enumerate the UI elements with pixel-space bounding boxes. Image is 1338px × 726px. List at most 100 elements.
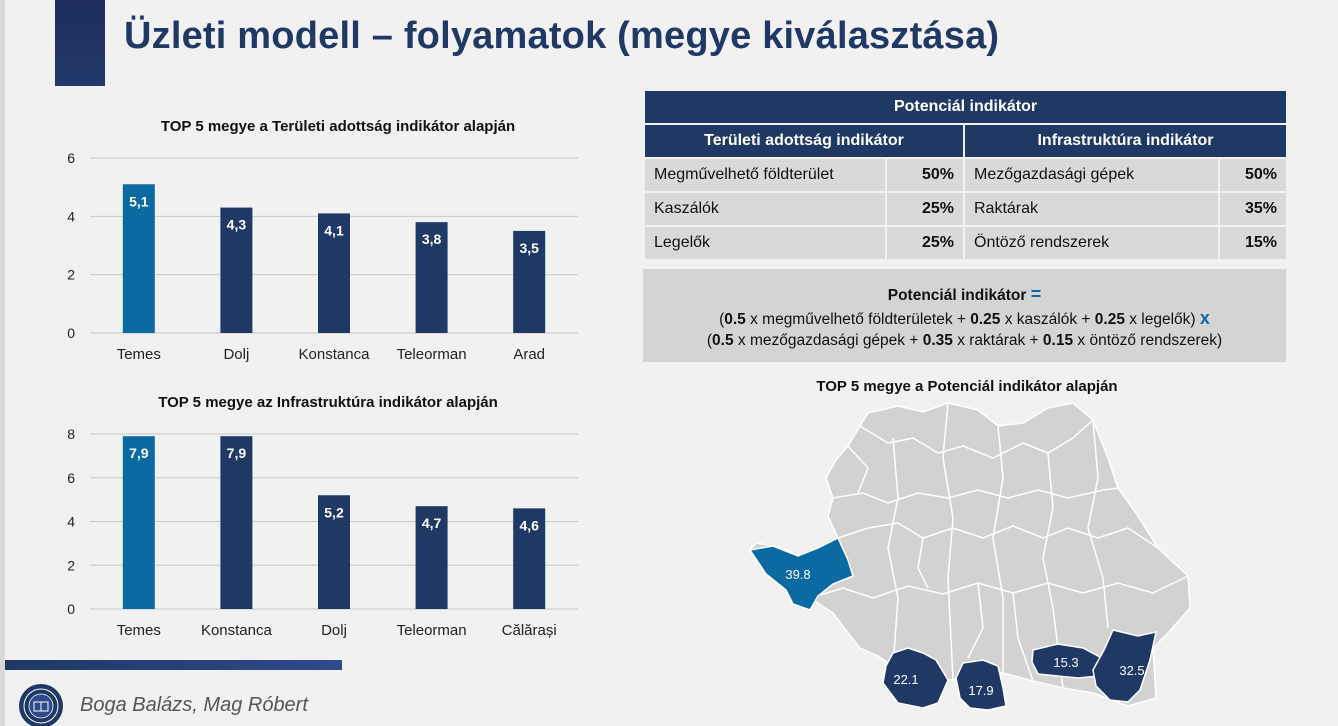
table-header-potential: Potenciál indikátor [642,89,1289,125]
x-category-label: Temes [117,622,161,639]
x-category-label: Călărași [502,622,557,639]
table-cell: Megművelhető földterület [643,157,887,193]
y-tick-label: 0 [67,325,75,341]
formula-title: Potenciál indikátor [887,287,1027,304]
formula-coef: 0.5 [724,311,746,328]
table-row: Kaszálók 25% Raktárak 35% [643,191,1289,227]
table-cell: Kaszálók [643,191,887,227]
x-category-label: Dolj [223,346,249,363]
formula-term: x öntöző rendszerek) [1073,332,1223,349]
bar-data-label: 7,9 [129,445,149,461]
table-cell: Öntöző rendszerek [963,225,1220,261]
x-category-label: Temes [117,346,161,363]
table-header-infrastructure: Infrastruktúra indikátor [962,123,1289,159]
table-cell: 15% [1217,225,1289,261]
table-cell: 50% [1217,157,1289,193]
county-constanta [1092,629,1157,703]
page-title: Üzleti modell – folyamatok (megye kivála… [124,15,1000,57]
title-accent-block [55,0,105,86]
x-category-label: Dolj [321,622,347,639]
y-tick-label: 4 [67,208,75,224]
university-seal-logo [19,684,63,726]
formula-line-1: (0.5 x megművelhető földterületek + 0.25… [643,308,1286,329]
formula-term: x raktárak + [952,332,1043,349]
bar [318,213,350,333]
formula-term: x mezőgazdasági gépek + [733,332,923,349]
y-tick-label: 6 [67,150,75,166]
y-tick-label: 8 [67,426,75,442]
x-category-label: Teleorman [397,622,467,639]
bar-data-label: 4,1 [324,222,344,238]
formula-line-2: (0.5 x mezőgazdasági gépek + 0.35 x rakt… [643,332,1286,350]
formula-box: Potenciál indikátor = (0.5 x megművelhet… [643,269,1286,362]
left-edge-strip [0,0,5,726]
table-header-territorial: Területi adottság indikátor [643,123,965,159]
bar-data-label: 4,6 [519,517,539,533]
chart-territorial: 0 2 4 6 5,1 Temes 4,3 Dolj 4,1 Konstanca 3,8 Teleor… [67,150,578,363]
formula-coef: 0.25 [970,311,1001,328]
bar-data-label: 3,8 [422,231,442,247]
x-category-label: Arad [513,346,545,363]
formula-paren: ( [706,332,713,349]
bar-data-label: 3,5 [519,240,539,256]
formula-title-line: Potenciál indikátor = [643,284,1286,305]
table-cell: 50% [885,157,965,193]
chart-infrastructure: 0 2 4 6 8 7,9 Temes 7,9 Konstanca 5,2 Dolj 4,7 Teleo… [67,426,578,639]
y-tick-label: 0 [67,601,75,617]
county-dolj [882,647,949,709]
bar-data-label: 5,1 [129,193,149,209]
county-borders [809,402,1189,689]
bar [415,222,448,333]
table-cell: Legelők [643,225,887,261]
y-tick-label: 4 [67,514,75,530]
formula-term: x megművelhető földterületek + [745,311,971,328]
bar [415,506,448,609]
map-label-dolj: 22.1 [893,672,918,687]
bar-data-label: 7,9 [227,445,247,461]
y-tick-label: 6 [67,470,75,486]
romania-county-map: 39.8 22.1 17.9 15.3 32.5 [748,402,1191,711]
table-cell: 25% [885,191,965,227]
county-teleorman [955,659,1007,711]
bar [220,436,253,609]
map-label-teleorman: 17.9 [968,683,993,698]
chart-2-title: TOP 5 megye az Infrastruktúra indikátor … [158,394,498,411]
map-label-calarasi: 15.3 [1053,655,1078,670]
x-category-label: Konstanca [201,622,273,639]
table-row: Megművelhető földterület 50% Mezőgazdasá… [643,157,1289,193]
table-cell: Raktárak [963,191,1220,227]
map-label-constanta: 32.5 [1119,663,1144,678]
formula-paren: ( [719,311,725,328]
bar-data-label: 4,7 [422,515,442,531]
times-sign: x [1199,308,1210,328]
county-timis [748,536,854,611]
formula-coef: 0.35 [922,332,953,349]
x-category-label: Konstanca [299,346,371,363]
bar [513,230,546,333]
x-category-label: Teleorman [397,346,467,363]
bar [220,207,253,333]
authors: Boga Balázs, Mag Róbert [80,694,308,716]
bar [122,436,155,609]
bar-data-label: 4,3 [227,217,247,233]
y-tick-label: 2 [67,557,75,573]
map-label-timis: 39.8 [785,567,810,582]
table-cell: Mezőgazdasági gépek [963,157,1220,193]
table-cell: 35% [1217,191,1289,227]
formula-term: x legelők) [1124,311,1196,328]
bar-data-label: 5,2 [324,504,344,520]
formula-coef: 0.25 [1094,311,1125,328]
indicator-table: Potenciál indikátor Területi adottság in… [642,89,1289,261]
chart-1-title: TOP 5 megye a Területi adottság indikáto… [160,118,516,135]
footer-accent-bar [5,660,342,670]
formula-coef: 0.15 [1042,332,1074,349]
formula-coef: 0.5 [712,332,734,349]
bar [318,495,350,609]
bar [513,508,546,609]
equals-sign: = [1030,284,1042,304]
table-cell: 25% [885,225,965,261]
formula-term: x kaszálók + [1000,311,1095,328]
table-row: Legelők 25% Öntöző rendszerek 15% [643,225,1289,261]
map-title: TOP 5 megye a Potenciál indikátor alapjá… [816,378,1118,395]
